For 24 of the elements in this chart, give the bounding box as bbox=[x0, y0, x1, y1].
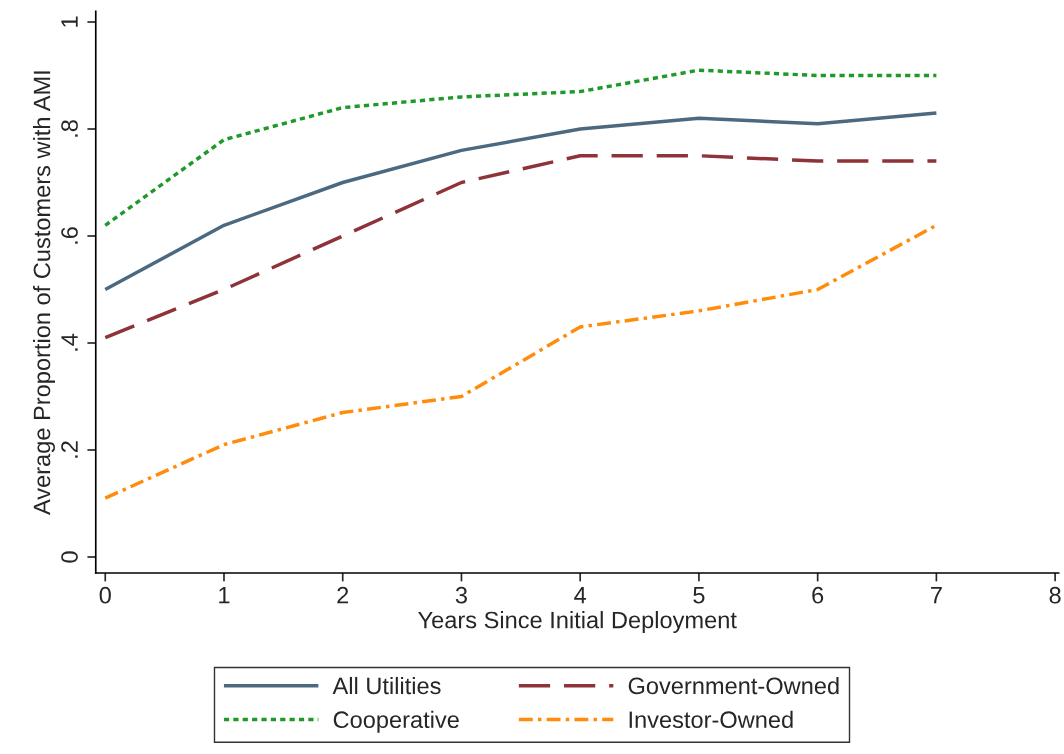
legend-label: Government-Owned bbox=[628, 676, 839, 695]
legend-label: Cooperative bbox=[333, 710, 459, 733]
x-tick-label: 3 bbox=[455, 586, 467, 604]
y-tick-label: .4 bbox=[61, 333, 78, 351]
legend-label: Investor-Owned bbox=[629, 710, 793, 729]
y-tick-label: .6 bbox=[61, 227, 78, 244]
x-tick-label: 6 bbox=[812, 586, 824, 604]
x-tick-label: 0 bbox=[99, 586, 111, 604]
y-axis-title: Average Proportion of Customers with AMI bbox=[32, 71, 55, 515]
x-axis-title: Years Since Initial Deployment bbox=[418, 611, 737, 634]
x-tick-label: 1 bbox=[219, 587, 230, 604]
legend-label: All Utilities bbox=[332, 676, 441, 695]
y-tick-label: .8 bbox=[61, 120, 78, 137]
line-series bbox=[103, 111, 939, 292]
x-tick-label: 4 bbox=[574, 587, 587, 604]
x-tick-label: 2 bbox=[337, 586, 349, 604]
x-tick-label: 8 bbox=[1049, 586, 1061, 604]
x-tick-label: 7 bbox=[931, 587, 942, 604]
line-series bbox=[103, 68, 939, 228]
y-tick-label: 1 bbox=[61, 16, 78, 27]
x-tick-label: 5 bbox=[693, 587, 705, 604]
line-series bbox=[103, 154, 939, 340]
y-tick-label: .2 bbox=[61, 441, 78, 458]
y-tick-label: 0 bbox=[61, 551, 78, 563]
